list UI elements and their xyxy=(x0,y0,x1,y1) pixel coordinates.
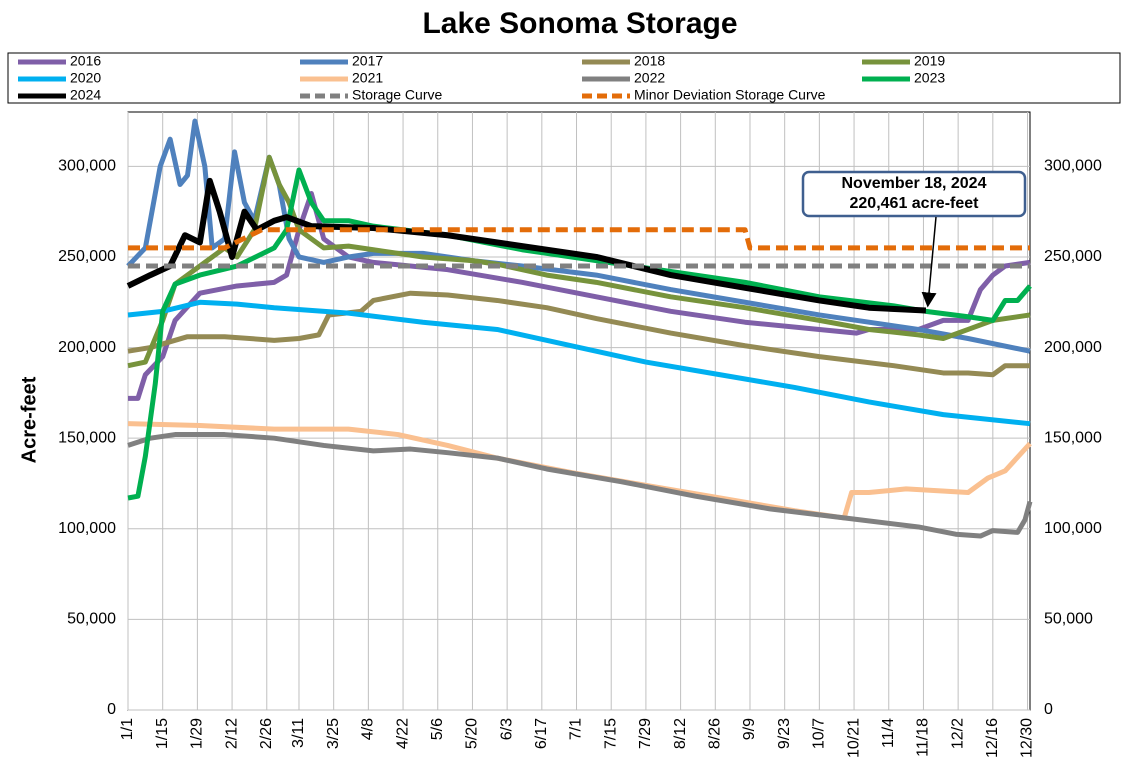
y-tick-label: 100,000 xyxy=(58,520,116,537)
x-tick-label: 9/23 xyxy=(776,718,793,749)
y2-tick-label: 200,000 xyxy=(1044,339,1102,356)
x-tick-label: 8/12 xyxy=(672,718,689,749)
legend-label: 2016 xyxy=(70,53,101,69)
x-tick-label: 10/21 xyxy=(845,718,862,758)
chart-title: Lake Sonoma Storage xyxy=(422,7,737,40)
x-tick-label: 7/1 xyxy=(568,718,585,740)
x-tick-label: 2/12 xyxy=(223,718,240,749)
x-tick-label: 6/17 xyxy=(533,718,550,749)
x-tick-label: 3/11 xyxy=(290,718,307,748)
legend-label: 2018 xyxy=(634,53,665,69)
series-line xyxy=(127,299,1031,427)
x-tick-label: 1/15 xyxy=(154,718,171,749)
series-line xyxy=(127,154,1031,369)
legend-label: 2020 xyxy=(70,70,101,86)
legend-label: 2023 xyxy=(914,70,945,86)
y-axis-label: Acre-feet xyxy=(18,376,40,463)
annotation-box xyxy=(801,170,1027,218)
x-tick-label: 3/25 xyxy=(325,718,342,749)
legend-label: 2017 xyxy=(352,53,383,69)
x-tick-label: 1/1 xyxy=(119,718,136,740)
series-line xyxy=(127,432,1033,539)
y-tick-label: 0 xyxy=(107,701,116,718)
y-tick-label: 50,000 xyxy=(67,611,116,628)
x-tick-label: 5/6 xyxy=(429,718,446,740)
y2-tick-label: 100,000 xyxy=(1044,520,1102,537)
annotation-text: 220,461 acre-feet xyxy=(850,195,980,212)
y-tick-label: 250,000 xyxy=(58,248,116,265)
y2-tick-label: 0 xyxy=(1044,701,1053,718)
y2-tick-label: 300,000 xyxy=(1044,158,1102,175)
y-tick-label: 150,000 xyxy=(58,429,116,446)
x-tick-label: 12/16 xyxy=(984,718,1001,758)
y2-tick-label: 250,000 xyxy=(1044,248,1102,265)
x-tick-label: 1/29 xyxy=(189,718,206,749)
x-tick-label: 10/7 xyxy=(811,718,828,749)
series-line xyxy=(128,227,1030,251)
x-tick-label: 6/3 xyxy=(498,718,515,740)
x-tick-label: 2/26 xyxy=(258,718,275,749)
series-line xyxy=(127,290,1030,378)
x-tick-label: 8/26 xyxy=(707,718,724,749)
series-line xyxy=(127,167,1032,501)
legend-label: Minor Deviation Storage Curve xyxy=(634,87,826,103)
x-tick-label: 11/4 xyxy=(880,718,897,748)
legend-label: 2024 xyxy=(70,87,101,103)
legend-label: 2019 xyxy=(914,53,945,69)
x-tick-label: 9/9 xyxy=(741,718,758,740)
legend-label: Storage Curve xyxy=(352,87,442,103)
x-tick-label: 12/30 xyxy=(1019,718,1036,758)
series-line xyxy=(126,177,927,314)
annotation-text: November 18, 2024 xyxy=(842,175,987,192)
y2-tick-label: 50,000 xyxy=(1044,611,1093,628)
y-tick-label: 200,000 xyxy=(58,339,116,356)
legend-label: 2021 xyxy=(352,70,383,86)
x-tick-label: 4/22 xyxy=(394,718,411,749)
legend-label: 2022 xyxy=(634,70,665,86)
legend-box xyxy=(7,52,1121,104)
x-tick-label: 4/8 xyxy=(360,718,377,740)
x-tick-label: 7/15 xyxy=(602,718,619,749)
y-tick-label: 300,000 xyxy=(58,158,116,175)
y2-tick-label: 150,000 xyxy=(1044,429,1102,446)
x-tick-label: 11/18 xyxy=(915,718,932,757)
x-tick-label: 12/2 xyxy=(949,718,966,749)
x-tick-label: 7/29 xyxy=(637,718,654,749)
x-tick-label: 5/20 xyxy=(464,718,481,749)
annotation-arrow xyxy=(921,216,937,308)
series-line xyxy=(126,118,1031,354)
